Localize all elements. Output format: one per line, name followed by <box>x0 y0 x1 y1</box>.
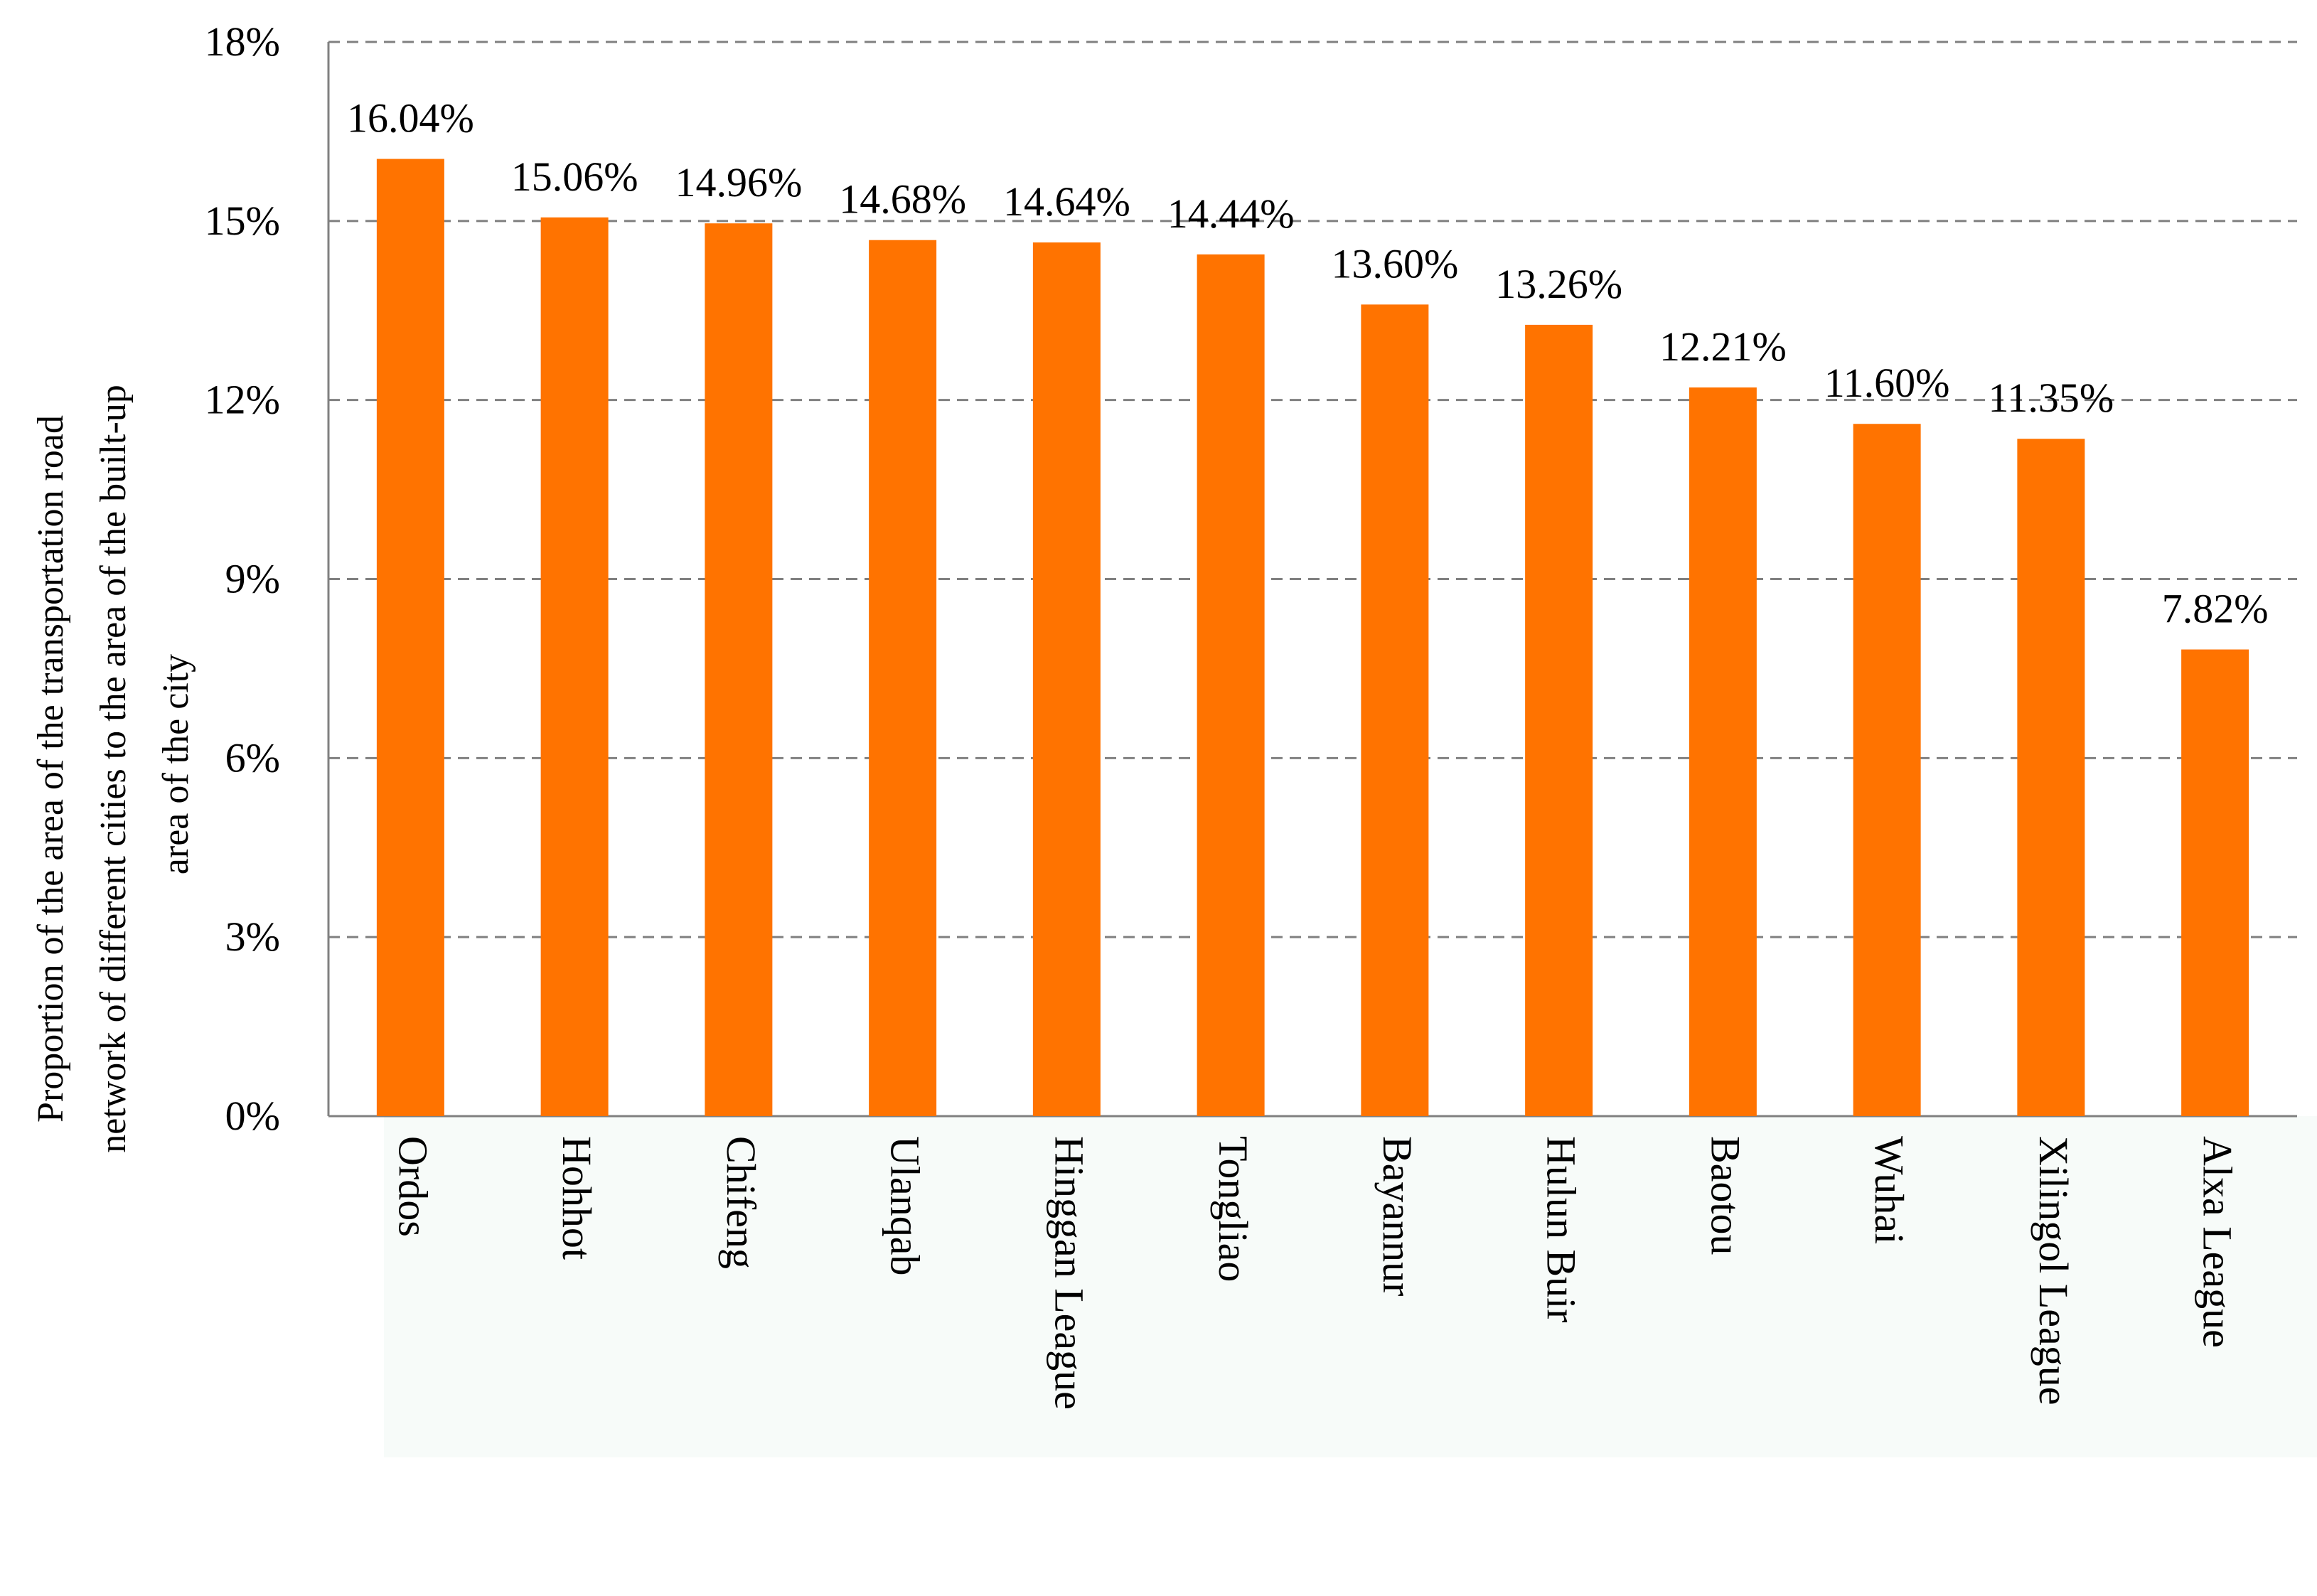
y-tick-label: 6% <box>225 734 280 781</box>
bars <box>376 159 2249 1117</box>
bar-bayannur <box>1361 304 1429 1116</box>
x-tick-label: Hohhot <box>554 1136 600 1260</box>
y-axis-title: Proportion of the area of the transporta… <box>31 375 196 1153</box>
data-label: 12.21% <box>1659 323 1787 370</box>
y-tick-label: 18% <box>205 18 280 65</box>
y-axis-title-line-3: area of the city <box>156 654 196 874</box>
data-label: 14.96% <box>675 159 802 205</box>
y-tick-label: 3% <box>225 914 280 960</box>
x-tick-label: Hinggan League <box>1046 1136 1092 1410</box>
bar-wuhai <box>1853 424 1921 1116</box>
x-tick-label: Wuhai <box>1866 1136 1912 1244</box>
x-tick-label: Tongliao <box>1210 1136 1256 1282</box>
x-tick-labels: Ordos Hohhot Chifeng Ulanqab Hinggan League T… <box>390 1136 2240 1410</box>
y-tick-label: 0% <box>225 1093 280 1139</box>
data-label: 11.35% <box>1989 375 2114 421</box>
bar-hinggan-league <box>1032 242 1101 1116</box>
x-tick-label: Ulanqab <box>882 1136 929 1276</box>
x-tick-label: Ordos <box>390 1136 436 1237</box>
data-label: 15.06% <box>511 154 638 200</box>
data-labels: 16.04% 15.06% 14.96% 14.68% 14.64% 14.44% 13.6… <box>347 95 2269 632</box>
data-label: 14.68% <box>839 176 966 223</box>
y-axis-title-line-1: Proportion of the area of the transporta… <box>31 415 71 1123</box>
bar-ordos <box>376 159 444 1116</box>
data-label: 11.60% <box>1824 360 1950 406</box>
y-tick-label: 9% <box>225 556 280 602</box>
category-axis-band <box>384 1116 2317 1457</box>
bar-baotou <box>1689 387 1757 1116</box>
data-label: 16.04% <box>347 95 474 141</box>
x-tick-label: Alxa League <box>2195 1136 2241 1348</box>
bar-chifeng <box>705 223 773 1116</box>
data-label: 14.64% <box>1003 178 1130 225</box>
bar-ulanqab <box>869 240 937 1116</box>
y-tick-label: 15% <box>205 198 280 244</box>
gridlines <box>328 41 2297 938</box>
data-label: 7.82% <box>2162 586 2269 632</box>
data-label: 14.44% <box>1167 191 1295 237</box>
y-tick-label: 12% <box>205 377 280 423</box>
y-axis-title-line-2: network of different cities to the area … <box>93 385 134 1153</box>
bar-alxa-league <box>2181 649 2249 1116</box>
x-tick-label: Baotou <box>1702 1136 1748 1255</box>
bar-hohhot <box>540 217 609 1117</box>
data-label: 13.60% <box>1331 240 1458 286</box>
x-tick-label: Hulun Buir <box>1539 1136 1585 1323</box>
data-label: 13.26% <box>1495 261 1622 307</box>
y-tick-labels: 0% 3% 6% 9% 12% 15% 18% <box>205 18 280 1139</box>
x-tick-label: Chifeng <box>718 1136 764 1269</box>
bar-hulun-buir <box>1525 324 1593 1116</box>
axes <box>327 42 2297 1118</box>
x-tick-label: Bayannur <box>1374 1136 1420 1297</box>
x-tick-label: Xilingol League <box>2030 1136 2077 1405</box>
bar-xilingol-league <box>2017 439 2085 1116</box>
bar-tongliao <box>1197 254 1265 1116</box>
